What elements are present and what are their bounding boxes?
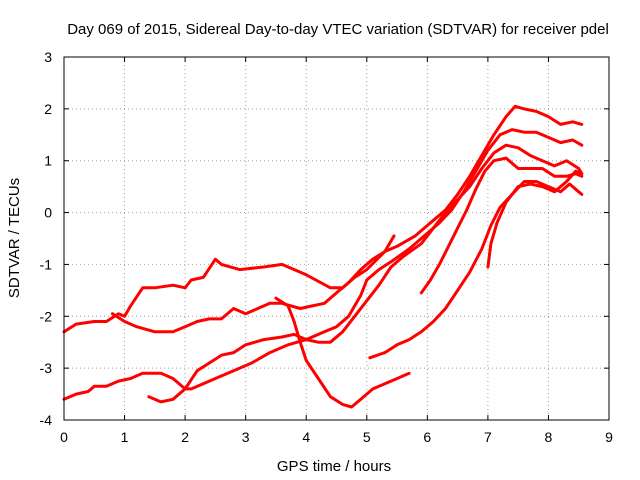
x-tick-label: 7	[484, 429, 492, 445]
x-tick-label: 5	[363, 429, 371, 445]
y-tick-label: -4	[40, 412, 53, 428]
series-line-s4	[147, 143, 584, 404]
y-tick-label: 0	[44, 205, 52, 221]
x-tick-label: 6	[423, 429, 431, 445]
plot-frame	[63, 56, 610, 421]
series-line-s2	[62, 128, 584, 401]
series-line-s6	[368, 180, 584, 360]
x-tick-label: 4	[302, 429, 310, 445]
y-axis-label: SDTVAR / TECUs	[6, 178, 23, 298]
y-tick-label: -1	[40, 256, 53, 272]
x-tick-label: 1	[121, 429, 129, 445]
series-line-s5	[274, 296, 411, 409]
x-tick-label: 9	[605, 429, 613, 445]
series-line-s8	[486, 169, 584, 269]
y-tick-label: 3	[44, 49, 52, 65]
grid	[64, 57, 609, 420]
series-line-s1	[62, 234, 396, 334]
x-tick-label: 0	[60, 429, 68, 445]
y-tick-label: 2	[44, 101, 52, 117]
x-tick-label: 8	[545, 429, 553, 445]
chart-title: Day 069 of 2015, Sidereal Day-to-day VTE…	[67, 21, 609, 38]
y-tick-label: -2	[40, 308, 53, 324]
y-tick-label: 1	[44, 153, 52, 169]
series-group	[62, 104, 584, 409]
y-tick-label: -3	[40, 360, 53, 376]
tick-labels: 0 1 2 3 4 5 6 7 8 9 -4 -3 -2 -1 0 1 2 3	[40, 49, 614, 445]
x-tick-label: 2	[181, 429, 189, 445]
x-axis-label: GPS time / hours	[277, 458, 391, 475]
series-line-s3	[110, 104, 584, 334]
series-line-s7	[419, 156, 584, 295]
x-tick-label: 3	[242, 429, 250, 445]
